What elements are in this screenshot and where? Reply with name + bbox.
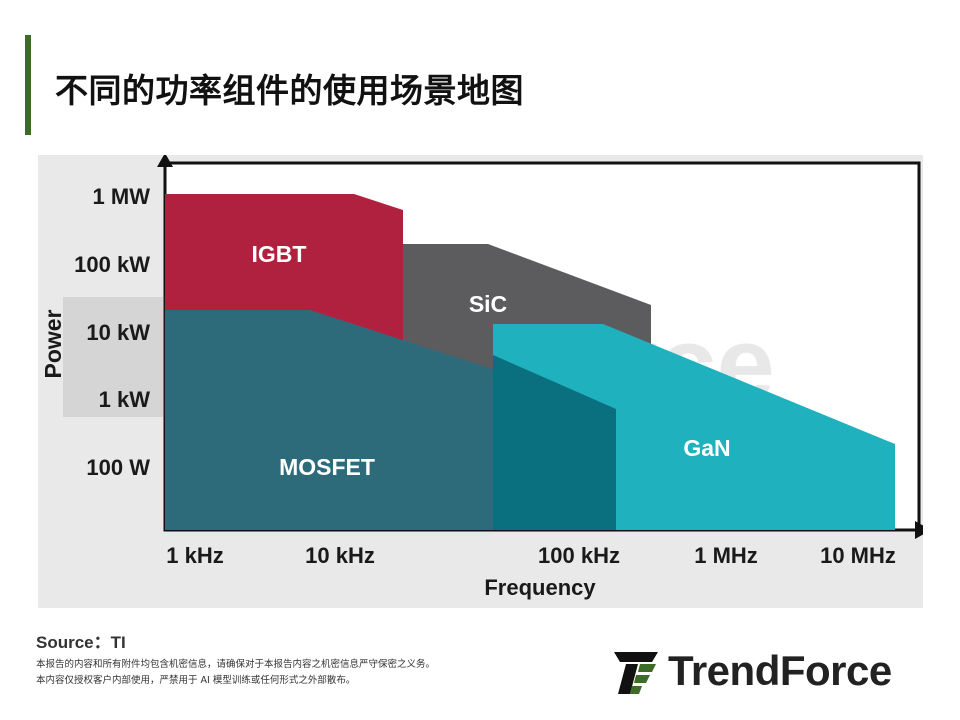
y-tick-1kw: 1 kW	[99, 387, 151, 412]
brand-name: TrendForce	[668, 647, 892, 694]
label-gan: GaN	[683, 435, 730, 461]
x-axis-arrow	[915, 521, 923, 539]
x-tick-100khz: 100 kHz	[538, 543, 620, 568]
x-tick-10mhz: 10 MHz	[820, 543, 896, 568]
x-tick-1khz: 1 kHz	[166, 543, 223, 568]
label-mosfet: MOSFET	[279, 454, 375, 480]
y-tick-1mw: 1 MW	[93, 184, 151, 209]
trendforce-logo: TrendForce	[612, 648, 942, 698]
y-tick-100kw: 100 kW	[74, 252, 150, 277]
disclaimer: 本报告的内容和所有附件均包含机密信息，请确保对于本报告内容之机密信息严守保密之义…	[36, 657, 435, 689]
region-mosfet-gan-overlap	[493, 355, 616, 530]
title-accent-bar	[25, 35, 31, 135]
label-igbt: IGBT	[252, 241, 307, 267]
page-title: 不同的功率组件的使用场景地图	[55, 71, 524, 110]
figure-panel: TrendForce IGBT SiC MOSFET GaN 1 MW 100 …	[38, 155, 923, 608]
y-tick-100w: 100 W	[86, 455, 150, 480]
watermark-mark	[63, 297, 183, 417]
x-axis-label: Frequency	[484, 575, 596, 600]
y-axis-arrow	[157, 155, 173, 167]
label-sic: SiC	[469, 291, 507, 317]
power-device-map-chart: TrendForce IGBT SiC MOSFET GaN 1 MW 100 …	[40, 155, 923, 600]
source-note: Source：TI	[36, 633, 126, 652]
y-axis-label: Power	[40, 309, 66, 378]
x-tick-1mhz: 1 MHz	[694, 543, 758, 568]
disclaimer-line-2: 本内容仅授权客户内部使用，严禁用于 AI 模型训练或任何形式之外部散布。	[36, 675, 356, 686]
trendforce-mark-icon	[614, 652, 658, 694]
disclaimer-line-1: 本报告的内容和所有附件均包含机密信息，请确保对于本报告内容之机密信息严守保密之义…	[36, 659, 436, 670]
y-tick-10kw: 10 kW	[86, 320, 150, 345]
x-tick-10khz: 10 kHz	[305, 543, 375, 568]
